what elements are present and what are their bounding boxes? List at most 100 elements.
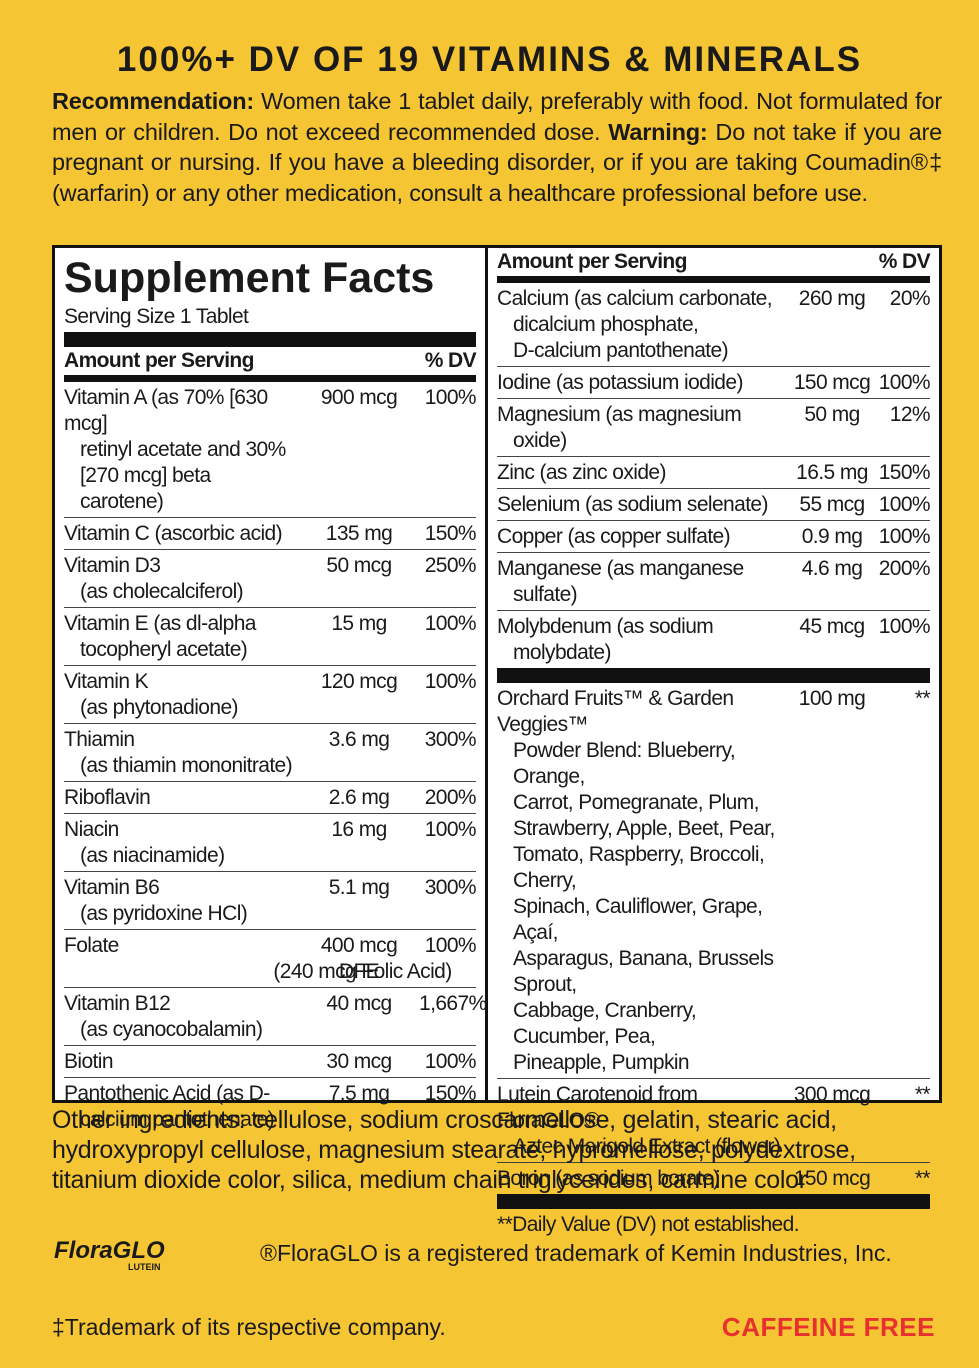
amount: 0.9 mg	[801, 525, 863, 548]
name-line: Pantothenic Acid (as D-	[64, 1082, 270, 1105]
nutrient-name: Pantothenic Acid (as D-calcium pantothen…	[64, 1081, 299, 1133]
amount: 50 mcg	[326, 554, 392, 577]
name-line: retinyl acetate and 30%	[80, 438, 286, 461]
nutrient-row: Molybdenum (as sodium molybdate) 45 mcg 100…	[497, 611, 931, 668]
nutrient-row: Iodine (as potassium iodide) 150 mcg 100%	[497, 367, 931, 399]
daily-value: 1,667%	[419, 992, 487, 1015]
nutrient-row: Folate 400 mcg DFE 100% (240 mcg Folic Acid…	[64, 930, 477, 988]
amount-note: (240 mcg Folic Acid)	[273, 960, 452, 983]
amount: 7.5 mg	[328, 1082, 390, 1105]
daily-value: 20%	[889, 287, 931, 310]
amount: 120 mcg	[320, 670, 398, 693]
amount: 40 mcg	[326, 992, 392, 1015]
name-line: dicalcium phosphate,	[513, 313, 699, 336]
nutrient-name: Folate	[64, 933, 299, 985]
header-row: Amount per Serving % DV	[64, 347, 477, 382]
name-line: (as phytonadione)	[80, 696, 239, 719]
dv-header: % DV	[424, 349, 477, 372]
amount: 4.6 mg	[801, 557, 863, 580]
nutrient-row: Vitamin D3 (as cholecalciferol) 50 mcg 250%	[64, 550, 477, 608]
name-line: (as niacinamide)	[80, 844, 225, 867]
name-line: Vitamin D3	[64, 554, 161, 577]
name-line: (as cyanocobalamin)	[80, 1018, 263, 1041]
footnote: **Daily Value (DV) not established.	[497, 1213, 800, 1236]
amount: 150 mcg	[793, 371, 871, 394]
amount: 45 mcg	[799, 615, 865, 638]
nutrient-row: Vitamin K (as phytonadione) 120 mcg 100%	[64, 666, 477, 724]
nutrient-name: Niacin (as niacinamide)	[64, 817, 299, 869]
blend-rows: Orchard Fruits™ & Garden Veggies™ Powder …	[497, 683, 931, 1194]
name-line: Tomato, Raspberry, Broccoli, Cherry,	[513, 843, 765, 892]
header-row: Amount per Serving % DV	[497, 248, 931, 283]
name-line: Biotin	[64, 1050, 114, 1073]
amount: 50 mg	[804, 403, 860, 426]
nutrient-row: Thiamin (as thiamin mononitrate) 3.6 mg 300…	[64, 724, 477, 782]
name-line: Niacin	[64, 818, 119, 841]
nutrient-row: Orchard Fruits™ & Garden Veggies™ Powder …	[497, 683, 931, 1079]
warning-text: Do not take if you are pregnant or nursi…	[52, 118, 942, 206]
nutrient-name: Vitamin B12 (as cyanocobalamin)	[64, 991, 299, 1043]
nutrient-name: Orchard Fruits™ & Garden Veggies™ Powder …	[497, 686, 787, 1076]
nutrient-row: Vitamin A (as 70% [630 mcg] retinyl aceta…	[64, 382, 477, 518]
daily-value: 150%	[424, 522, 477, 545]
nutrient-name: Vitamin E (as dl-alpha tocopheryl acetate…	[64, 611, 299, 663]
recommendation: Recommendation: Women take 1 tablet dail…	[52, 86, 942, 208]
nutrient-name: Vitamin K (as phytonadione)	[64, 669, 299, 721]
name-line: oxide)	[513, 429, 567, 452]
rec-text: Women take 1 tablet daily, preferably wi…	[52, 88, 942, 145]
daily-value: **	[914, 687, 931, 710]
floraglo-logo-sub: LUTEIN	[128, 1262, 161, 1272]
nutrient-row: Lutein Carotenoid from FloraGLO® Aztec Ma…	[497, 1079, 931, 1163]
name-line: Calcium (as calcium carbonate,	[497, 287, 773, 310]
daily-value: 200%	[878, 557, 931, 580]
bar	[497, 1194, 930, 1209]
name-line: Vitamin K	[64, 670, 149, 693]
nutrient-name: Selenium (as sodium selenate)	[497, 492, 787, 518]
caffeine-free: CAFFEINE FREE	[721, 1312, 935, 1342]
daily-value: 250%	[424, 554, 477, 577]
nutrient-name: Molybdenum (as sodium molybdate)	[497, 614, 787, 666]
name-line: Asparagus, Banana, Brussels Sprout,	[513, 947, 774, 996]
name-line: Strawberry, Apple, Beet, Pear,	[513, 817, 775, 840]
daily-value: **	[914, 1167, 931, 1190]
name-line: (as pyridoxine HCl)	[80, 902, 248, 925]
name-line: Pineapple, Pumpkin	[513, 1051, 690, 1074]
nutrient-row: Niacin (as niacinamide) 16 mg 100%	[64, 814, 477, 872]
daily-value: 12%	[889, 403, 931, 426]
amount: 16.5 mg	[796, 461, 868, 484]
nutrient-row: Vitamin E (as dl-alpha tocopheryl acetate…	[64, 608, 477, 666]
nutrient-row: Vitamin C (ascorbic acid) 135 mg 150%	[64, 518, 477, 550]
nutrient-name: Vitamin B6 (as pyridoxine HCl)	[64, 875, 299, 927]
daily-value: 100%	[424, 934, 477, 957]
nutrient-name: Magnesium (as magnesium oxide)	[497, 402, 787, 454]
name-line: Aztec Marigold Extract (flower)	[513, 1135, 781, 1158]
name-line: Vitamin B6	[64, 876, 160, 899]
amount: 400 mcg DFE	[320, 934, 398, 983]
name-line: [270 mcg] beta carotene)	[80, 464, 211, 513]
supplement-facts: Supplement Facts Serving Size 1 Tablet A…	[52, 245, 942, 1236]
nutrient-name: Zinc (as zinc oxide)	[497, 460, 787, 486]
daily-value: 300%	[424, 876, 477, 899]
bar	[64, 332, 476, 347]
name-line: Folate	[64, 934, 119, 957]
daily-value: 300%	[424, 728, 477, 751]
name-line: (as thiamin mononitrate)	[80, 754, 293, 777]
name-line: Carrot, Pomegranate, Plum,	[513, 791, 759, 814]
nutrient-row: Vitamin B6 (as pyridoxine HCl) 5.1 mg 300%	[64, 872, 477, 930]
name-line: Vitamin B12	[64, 992, 171, 1015]
trademark-note: ®FloraGLO is a registered trademark of K…	[260, 1240, 892, 1266]
name-line: Spinach, Cauliflower, Grape, Açaí,	[513, 895, 763, 944]
nutrient-row: Riboflavin 2.6 mg 200%	[64, 782, 477, 814]
nutrient-name: Boron (as sodium borate)	[497, 1166, 787, 1192]
daily-value: 200%	[424, 786, 477, 809]
name-line: calcium pantothenate)	[80, 1108, 275, 1131]
trademark-footer: ‡Trademark of its respective company.	[52, 1314, 446, 1340]
amount: 15 mg	[331, 612, 387, 635]
amount: 30 mcg	[326, 1050, 392, 1073]
nutrient-name: Manganese (as manganese sulfate)	[497, 556, 787, 608]
daily-value: **	[914, 1083, 931, 1106]
nutrient-row: Magnesium (as magnesium oxide) 50 mg 12%	[497, 399, 931, 457]
name-line: Orchard Fruits™ & Garden Veggies™	[497, 687, 734, 736]
daily-value: 100%	[424, 612, 477, 635]
name-line: Powder Blend: Blueberry, Orange,	[513, 739, 736, 788]
